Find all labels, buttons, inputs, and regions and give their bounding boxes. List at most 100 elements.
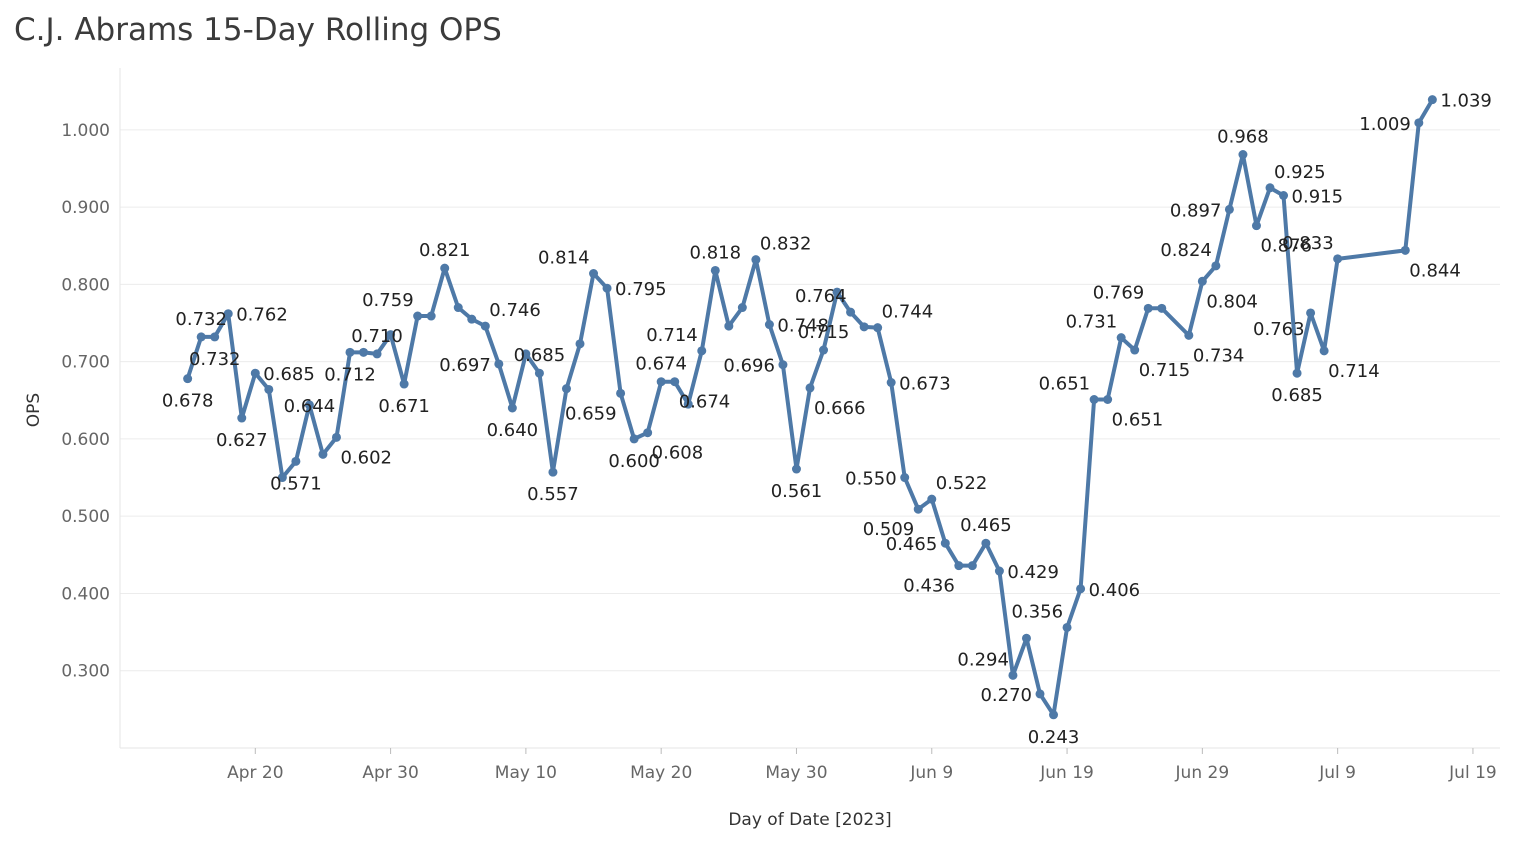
data-label: 0.844 — [1409, 260, 1461, 281]
data-label: 0.769 — [1093, 282, 1145, 303]
data-label: 0.804 — [1206, 291, 1258, 312]
data-point — [359, 347, 369, 357]
data-label: 0.714 — [646, 325, 698, 346]
data-label: 0.744 — [882, 302, 934, 323]
x-tick-label: Apr 30 — [362, 763, 418, 783]
data-point — [210, 332, 220, 342]
data-point — [1035, 689, 1045, 699]
y-axis-title: OPS — [24, 393, 44, 427]
data-point — [873, 323, 883, 333]
data-point — [237, 413, 247, 423]
data-label: 0.795 — [615, 279, 667, 300]
data-label: 0.561 — [771, 481, 823, 502]
data-point — [264, 384, 274, 394]
data-label: 0.712 — [324, 364, 376, 385]
data-label: 0.732 — [189, 349, 241, 370]
data-point — [575, 339, 585, 349]
data-point — [277, 473, 287, 483]
data-label: 0.764 — [795, 286, 847, 307]
data-label: 0.429 — [1007, 562, 1059, 583]
data-point — [494, 359, 504, 369]
data-point — [453, 303, 463, 313]
data-point — [981, 538, 991, 548]
x-tick-label: Jun 19 — [1039, 763, 1094, 783]
data-point — [1021, 633, 1031, 643]
data-label: 0.356 — [1012, 601, 1064, 622]
data-point — [616, 388, 626, 398]
data-point — [778, 360, 788, 370]
data-label: 0.696 — [723, 356, 775, 377]
data-label: 0.915 — [1292, 187, 1344, 208]
data-point — [751, 255, 761, 265]
data-point — [967, 561, 977, 571]
data-point — [1319, 346, 1329, 356]
data-labels: 0.678 0.732 0.732 0.762 0.627 0.685 0.571 0.644… — [162, 91, 1492, 748]
data-label: 0.763 — [1253, 319, 1305, 340]
data-label: 0.608 — [652, 443, 704, 464]
data-point — [426, 311, 436, 321]
data-point — [1103, 395, 1113, 404]
data-label: 0.651 — [1112, 410, 1164, 431]
data-label: 0.710 — [351, 326, 403, 347]
data-label: 0.270 — [980, 685, 1032, 706]
data-point — [1130, 345, 1140, 355]
data-label: 0.644 — [284, 396, 336, 417]
data-point — [602, 283, 612, 293]
data-point — [913, 504, 923, 514]
data-point — [683, 399, 693, 409]
data-point — [1292, 368, 1302, 378]
data-label: 0.659 — [565, 403, 617, 424]
data-label: 0.746 — [489, 300, 541, 321]
data-point — [331, 432, 341, 442]
data-point — [561, 384, 571, 394]
data-point — [413, 311, 423, 321]
data-label: 0.685 — [263, 364, 315, 385]
data-label: 0.762 — [236, 305, 288, 326]
data-label: 0.406 — [1089, 580, 1141, 601]
data-label: 0.697 — [439, 355, 491, 376]
data-label: 0.294 — [957, 649, 1009, 670]
data-label: 0.465 — [886, 534, 938, 555]
data-point — [440, 263, 450, 273]
data-point — [859, 322, 869, 332]
data-point — [1211, 261, 1221, 271]
data-point — [1251, 221, 1261, 231]
data-point — [1089, 395, 1099, 404]
data-label: 0.557 — [527, 484, 579, 505]
data-label: 0.748 — [777, 316, 829, 337]
data-label: 0.436 — [903, 576, 955, 597]
data-label: 0.666 — [814, 398, 866, 419]
data-label: 0.685 — [1271, 385, 1323, 406]
data-point — [1184, 330, 1194, 340]
data-label: 0.732 — [175, 309, 227, 330]
data-point — [291, 456, 301, 466]
data-point — [1279, 191, 1289, 200]
x-tick-label: May 20 — [630, 763, 692, 783]
data-point — [643, 428, 653, 438]
data-point — [318, 449, 328, 459]
data-label: 0.627 — [216, 430, 268, 451]
data-point — [345, 347, 355, 357]
data-point — [223, 309, 233, 319]
y-tick-label: 0.400 — [61, 584, 110, 604]
data-point — [710, 265, 720, 275]
data-point — [1008, 670, 1018, 680]
data-point — [1224, 204, 1234, 214]
data-point — [386, 330, 396, 340]
data-label: 0.640 — [487, 420, 539, 441]
data-point — [994, 566, 1004, 576]
data-point — [670, 377, 680, 387]
data-point — [1062, 622, 1072, 632]
data-label: 0.651 — [1039, 374, 1091, 395]
data-point — [900, 473, 910, 483]
data-label: 0.876 — [1260, 236, 1312, 257]
data-label: 0.897 — [1170, 200, 1222, 221]
y-tick-label: 0.800 — [61, 275, 110, 295]
data-point — [507, 403, 517, 413]
data-point — [304, 400, 314, 410]
data-point — [372, 349, 382, 359]
data-label: 0.832 — [760, 234, 812, 255]
data-label: 0.731 — [1066, 312, 1118, 333]
data-point — [629, 434, 639, 444]
data-label: 0.673 — [899, 374, 951, 395]
